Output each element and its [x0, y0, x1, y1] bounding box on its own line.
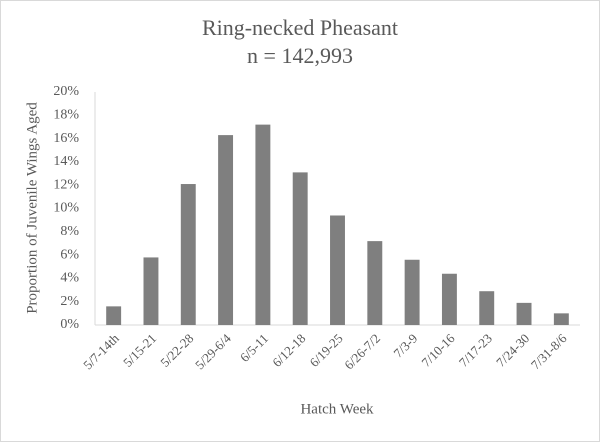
- y-tick-label: 20%: [53, 84, 79, 99]
- y-axis-title: Proportion of Juvenile Wings Aged: [24, 102, 40, 314]
- bar: [479, 291, 495, 325]
- y-tick-label: 0%: [60, 317, 79, 332]
- bar: [292, 172, 308, 325]
- y-tick-label: 8%: [60, 224, 79, 239]
- y-tick-label: 2%: [60, 294, 79, 309]
- x-axis-title: Hatch Week: [300, 401, 374, 417]
- bar: [441, 273, 457, 325]
- chart-subtitle: n = 142,993: [247, 43, 353, 68]
- bar: [367, 241, 383, 325]
- y-tick-label: 10%: [53, 201, 79, 216]
- bar: [180, 184, 196, 325]
- bar: [553, 313, 569, 325]
- bar: [404, 259, 420, 325]
- bar: [516, 302, 532, 325]
- bar: [143, 257, 159, 325]
- bar: [218, 135, 234, 325]
- y-tick-label: 4%: [60, 271, 79, 286]
- y-tick-label: 14%: [53, 154, 79, 169]
- y-tick-label: 18%: [53, 108, 79, 123]
- bar: [255, 124, 271, 326]
- y-tick-label: 16%: [53, 131, 79, 146]
- y-tick-label: 6%: [60, 247, 79, 262]
- bar: [330, 215, 345, 325]
- y-tick-label: 12%: [53, 177, 79, 192]
- chart-title: Ring-necked Pheasant: [202, 15, 398, 40]
- bar: [106, 306, 122, 325]
